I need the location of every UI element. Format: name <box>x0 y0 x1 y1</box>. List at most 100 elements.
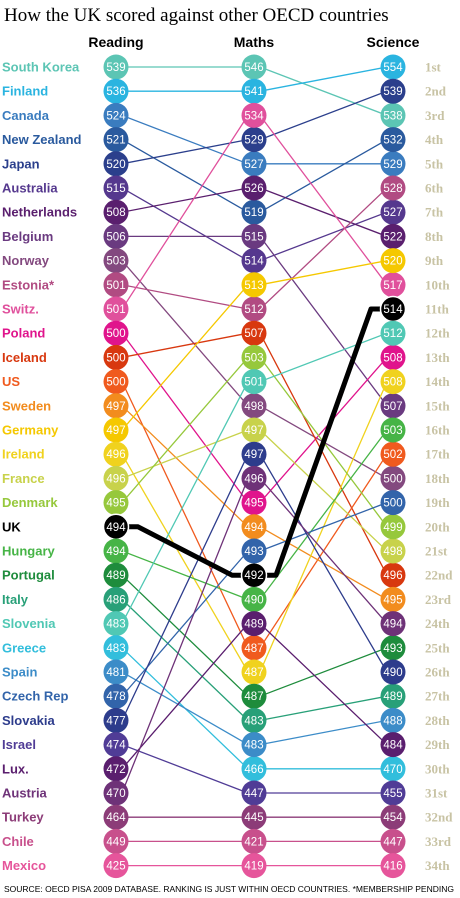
japan-maths-score: 529 <box>244 135 263 147</box>
lux-line-maths-science <box>254 622 393 746</box>
mexico-science-marker <box>380 853 406 879</box>
sweden-line-reading-maths <box>116 405 254 528</box>
poland-reading-score: 500 <box>106 328 125 340</box>
rank-label-5: 5th <box>425 156 444 171</box>
footer-source: SOURCE: OECD PISA 2009 DATABASE. RANKING… <box>4 884 454 894</box>
country-label-chile: Chile <box>2 834 34 849</box>
turkey-maths-score: 445 <box>244 812 263 824</box>
uk-reading-score: 494 <box>106 522 126 534</box>
estonia-reading-score: 501 <box>106 280 125 292</box>
portugal-line-maths-science <box>254 647 393 697</box>
portugal-reading-score: 489 <box>106 570 125 582</box>
belgium-science-score: 507 <box>383 401 402 413</box>
israel-maths-score: 447 <box>244 788 263 800</box>
rank-label-16: 16th <box>425 423 450 438</box>
germany-science-marker <box>380 248 406 274</box>
slovenia-reading-score: 483 <box>106 619 125 631</box>
rank-label-10: 10th <box>425 277 450 292</box>
denmark-reading-marker <box>103 490 129 516</box>
hungary-maths-score: 490 <box>244 594 263 606</box>
chile-science-marker <box>380 828 406 854</box>
austria-reading-marker <box>103 780 129 806</box>
norway-maths-score: 498 <box>244 401 263 413</box>
rank-label-13: 13th <box>425 350 450 365</box>
ireland-maths-marker <box>241 659 267 685</box>
belgium-science-marker <box>380 393 406 419</box>
estonia-maths-marker <box>241 296 267 322</box>
austria-science-marker <box>380 611 406 637</box>
spain-line-maths-science <box>254 719 393 746</box>
rank-label-29: 29th <box>425 737 450 752</box>
rank-label-15: 15th <box>425 398 450 413</box>
australia-reading-marker <box>103 175 129 201</box>
rank-label-34: 34th <box>425 858 450 873</box>
rank-label-2: 2nd <box>425 84 447 99</box>
iceland-maths-marker <box>241 320 267 346</box>
poland-science-score: 508 <box>383 352 402 364</box>
france-maths-score: 497 <box>244 425 263 437</box>
rank-label-19: 19th <box>425 495 450 510</box>
country-label-belgium: Belgium <box>2 229 53 244</box>
spain-reading-score: 481 <box>106 667 125 679</box>
us-reading-marker <box>103 369 129 395</box>
germany-maths-score: 513 <box>244 280 263 292</box>
chile-science-score: 447 <box>383 836 402 848</box>
rank-label-30: 30th <box>425 761 450 776</box>
italy-maths-score: 483 <box>244 715 263 727</box>
hungary-reading-score: 494 <box>106 546 126 558</box>
poland-maths-score: 495 <box>244 498 263 510</box>
country-label-israel: Israel <box>2 737 36 752</box>
ireland-reading-marker <box>103 441 129 467</box>
rank-label-24: 24th <box>425 616 450 631</box>
hungary-science-marker <box>380 417 406 443</box>
rank-label-27: 27th <box>425 689 450 704</box>
germany-science-score: 520 <box>383 256 402 268</box>
austria-reading-score: 470 <box>106 788 125 800</box>
country-label-greece: Greece <box>2 640 46 655</box>
rank-label-7: 7th <box>425 205 444 220</box>
sweden-reading-marker <box>103 393 129 419</box>
south-korea-line-maths-science <box>254 66 393 117</box>
mexico-reading-marker <box>103 853 129 879</box>
israel-reading-score: 474 <box>106 740 126 752</box>
israel-maths-marker <box>241 780 267 806</box>
column-header-reading: Reading <box>88 34 143 50</box>
slovenia-reading-marker <box>103 611 129 637</box>
belgium-maths-marker <box>241 223 267 249</box>
belgium-line-maths-science <box>254 235 393 407</box>
finland-reading-marker <box>103 78 129 104</box>
portugal-science-marker <box>380 635 406 661</box>
rank-label-21: 21st <box>425 544 448 559</box>
france-reading-score: 496 <box>106 473 125 485</box>
japan-maths-marker <box>241 127 267 153</box>
belgium-reading-score: 506 <box>106 231 125 243</box>
poland-line-reading-maths <box>116 332 254 504</box>
lux-maths-score: 489 <box>244 619 263 631</box>
finland-science-marker <box>380 54 406 80</box>
south-korea-reading-marker <box>103 54 129 80</box>
portugal-maths-score: 487 <box>244 691 263 703</box>
japan-line-reading-maths <box>116 138 254 165</box>
chile-reading-marker <box>103 828 129 854</box>
rank-label-25: 25th <box>425 640 450 655</box>
us-science-marker <box>380 441 406 467</box>
rank-label-18: 18th <box>425 471 450 486</box>
netherlands-line-maths-science <box>254 187 393 238</box>
lux-science-marker <box>380 732 406 758</box>
country-label-us: US <box>2 374 20 389</box>
iceland-line-maths-science <box>254 332 393 576</box>
iceland-maths-score: 507 <box>244 328 263 340</box>
estonia-line-reading-maths <box>116 284 254 310</box>
rank-label-32: 32nd <box>425 810 453 825</box>
portugal-maths-marker <box>241 683 267 709</box>
greece-maths-score: 466 <box>244 764 263 776</box>
france-line-reading-maths <box>116 429 254 480</box>
rank-label-33: 33rd <box>425 834 452 849</box>
chile-maths-marker <box>241 828 267 854</box>
country-label-italy: Italy <box>2 592 29 607</box>
slovakia-science-score: 490 <box>383 667 402 679</box>
israel-science-marker <box>380 780 406 806</box>
mexico-maths-marker <box>241 853 267 879</box>
country-label-mexico: Mexico <box>2 858 46 873</box>
estonia-line-maths-science <box>254 187 393 310</box>
